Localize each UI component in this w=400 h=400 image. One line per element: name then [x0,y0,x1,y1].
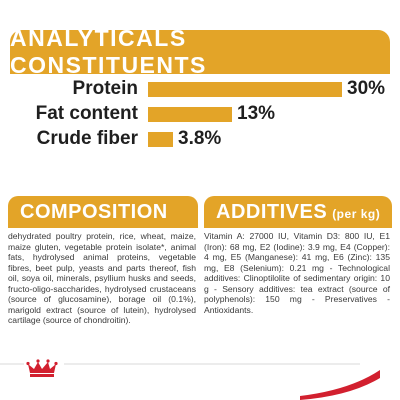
analytics-header: ANALYTICALS CONSTITUENTS [10,25,390,78]
analytic-row-fiber: Crude fiber 3.8% [0,128,400,150]
analytic-bar-protein [148,82,342,97]
additives-text: Vitamin A: 27000 IU, Vitamin D3: 800 IU,… [204,231,390,315]
additives-unit: (per kg) [332,207,381,221]
analytic-bar-fiber [148,132,173,147]
additives-header: ADDITIVES (per kg) [204,196,392,228]
analytic-value: 13% [237,103,276,124]
analytic-value: 3.8% [178,128,222,149]
analytic-row-fat: Fat content 13% [0,103,400,125]
footer-swoosh [300,370,380,400]
analytic-value: 30% [347,78,386,99]
analytic-label: Protein [72,78,138,99]
analytic-label: Fat content [35,103,138,124]
composition-title: COMPOSITION [20,200,168,223]
additives-title: ADDITIVES [216,200,328,223]
brand-footer [0,350,400,400]
composition-header: COMPOSITION [8,196,198,228]
crown-logo-icon [24,359,64,378]
analytics-bars: Protein 30% Fat content 13% Crude fiber … [0,74,400,184]
composition-text: dehydrated poultry protein, rice, wheat,… [8,231,196,325]
analytic-bar-fat [148,107,232,122]
footer-graphic [0,359,380,400]
analytic-label: Crude fiber [36,128,138,149]
analytic-row-protein: Protein 30% [0,78,400,100]
analytics-title: ANALYTICALS CONSTITUENTS [10,25,207,78]
